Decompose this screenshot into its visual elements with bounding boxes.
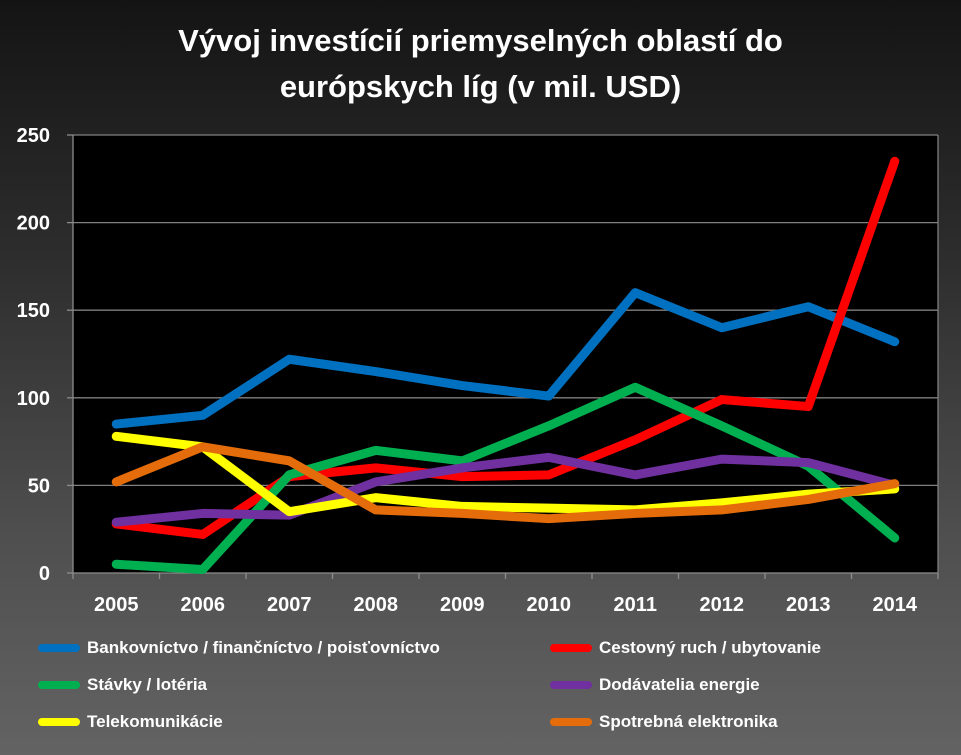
legend-swatch [38, 681, 80, 689]
x-tick-label: 2010 [527, 594, 572, 616]
chart-title-line-2: európskych líg (v mil. USD) [279, 69, 682, 104]
chart-legend: Bankovníctvo / finančníctvo / poisťovníc… [38, 634, 938, 736]
legend-swatch [550, 644, 592, 652]
x-tick-label: 2009 [440, 594, 485, 616]
legend-item: Telekomunikácie [38, 708, 550, 736]
legend-item: Stávky / lotéria [38, 671, 550, 699]
legend-item: Dodávatelia energie [550, 671, 938, 699]
series-line [111, 382, 900, 574]
legend-swatch [550, 681, 592, 689]
legend-label: Dodávatelia energie [599, 675, 760, 694]
series-line [111, 156, 900, 539]
x-tick-label: 2013 [786, 594, 831, 616]
y-tick-label: 200 [17, 213, 50, 235]
legend-label: Cestovný ruch / ubytovanie [599, 638, 821, 657]
y-tick-label: 0 [39, 563, 50, 585]
chart-title-line-1: Vývoj investícií priemyselných oblastí d… [178, 23, 783, 58]
legend-swatch [38, 718, 80, 726]
legend-item: Bankovníctvo / finančníctvo / poisťovníc… [38, 634, 550, 662]
y-tick-label: 250 [17, 125, 50, 147]
legend-item: Spotrebná elektronika [550, 708, 938, 736]
x-tick-label: 2008 [354, 594, 399, 616]
series-line [111, 452, 900, 527]
legend-label: Telekomunikácie [87, 712, 223, 731]
legend-item: Cestovný ruch / ubytovanie [550, 634, 938, 662]
y-tick-label: 150 [17, 300, 50, 322]
legend-swatch [550, 718, 592, 726]
legend-label: Stávky / lotéria [87, 675, 208, 694]
x-tick-label: 2012 [700, 594, 745, 616]
legend-swatch [38, 644, 80, 652]
y-tick-label: 50 [28, 475, 50, 497]
x-tick-label: 2006 [181, 594, 226, 616]
chart-title: Vývoj investícií priemyselných oblastí d… [0, 18, 961, 110]
series-line [111, 288, 900, 429]
x-tick-label: 2007 [267, 594, 312, 616]
x-tick-label: 2014 [873, 594, 918, 616]
x-tick-label: 2011 [614, 594, 657, 616]
series-line [111, 442, 900, 524]
legend-label: Spotrebná elektronika [599, 712, 778, 731]
series-line [111, 431, 900, 517]
y-tick-label: 100 [17, 388, 50, 410]
x-tick-label: 2005 [94, 594, 139, 616]
legend-label: Bankovníctvo / finančníctvo / poisťovníc… [87, 638, 440, 657]
